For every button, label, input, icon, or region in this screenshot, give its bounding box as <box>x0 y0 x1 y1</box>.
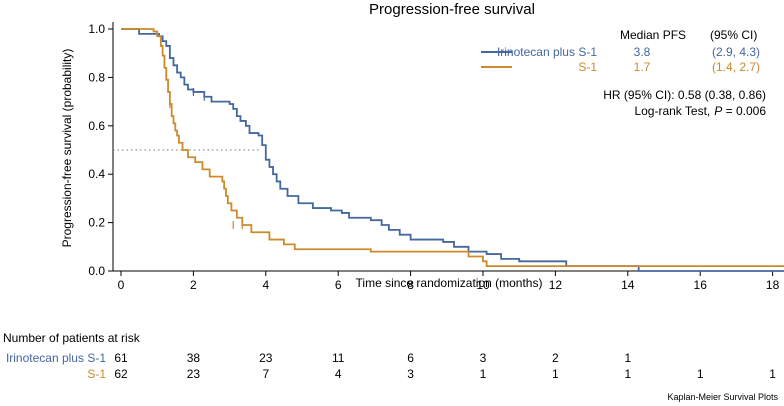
risk-cell: 61 <box>114 351 128 365</box>
y-ticks: 0.0 0.2 0.4 0.6 0.8 1.0 <box>88 22 113 278</box>
legend: Median PFS (95% CI) Irinotecan plus S-1 … <box>481 28 766 118</box>
risk-cell: 1 <box>697 367 704 381</box>
x-tick-label: 4 <box>262 278 269 292</box>
x-tick-label: 14 <box>621 278 635 292</box>
risk-cell: 62 <box>114 367 128 381</box>
risk-cell: 1 <box>624 351 631 365</box>
x-tick-label: 8 <box>407 278 414 292</box>
risk-cell: 23 <box>259 351 273 365</box>
risk-cell: 6 <box>407 351 414 365</box>
risk-table-cells: 61 38 23 11 6 3 2 162 23 7 4 3 1 1 1 1 1 <box>114 351 776 381</box>
legend-header-median: Median PFS <box>620 28 686 42</box>
risk-cell: 2 <box>552 351 559 365</box>
legend-median-s1: 1.7 <box>634 60 651 74</box>
y-axis-label: Progression-free survival (probability) <box>60 49 74 248</box>
risk-cell: 38 <box>187 351 201 365</box>
series-line-1 <box>121 28 784 268</box>
y-tick-label: 0.8 <box>88 70 105 84</box>
series-line-0 <box>121 28 784 272</box>
hazard-ratio-text: HR (95% CI): 0.58 (0.38, 0.86) <box>603 88 766 102</box>
x-tick-label: 2 <box>190 278 197 292</box>
risk-row-label-irinotecan: Irinotecan plus S-1 <box>6 351 106 365</box>
legend-header-ci: (95% CI) <box>710 28 757 42</box>
y-tick-label: 0.2 <box>88 216 105 230</box>
risk-cell: 4 <box>335 367 342 381</box>
risk-cell: 3 <box>407 367 414 381</box>
y-tick-label: 0.0 <box>88 264 105 278</box>
footer-note: Kaplan-Meier Survival Plots <box>667 392 778 402</box>
survival-curves <box>121 28 784 272</box>
risk-cell: 1 <box>624 367 631 381</box>
legend-label-s1: S-1 <box>578 60 597 74</box>
logrank-p: P <box>714 104 722 118</box>
risk-cell: 1 <box>552 367 559 381</box>
logrank-text: Log-rank Test, P = 0.006 <box>634 104 766 118</box>
logrank-value: = 0.006 <box>722 104 766 118</box>
x-tick-label: 16 <box>694 278 708 292</box>
risk-cell: 1 <box>769 367 776 381</box>
risk-cell: 7 <box>262 367 269 381</box>
y-tick-label: 0.4 <box>88 167 105 181</box>
x-tick-label: 10 <box>476 278 490 292</box>
risk-table-title: Number of patients at risk <box>3 331 141 345</box>
legend-ci-s1: (1.4, 2.7) <box>712 60 760 74</box>
risk-cell: 23 <box>187 367 201 381</box>
x-axis-label: Time since randomization (months) <box>356 276 543 290</box>
chart-title: Progression-free survival <box>369 1 535 18</box>
x-tick-label: 6 <box>335 278 342 292</box>
x-tick-label: 18 <box>766 278 780 292</box>
x-tick-label: 0 <box>118 278 125 292</box>
x-tick-label: 12 <box>549 278 563 292</box>
legend-label-irinotecan: Irinotecan plus S-1 <box>497 45 597 59</box>
y-tick-label: 0.6 <box>88 119 105 133</box>
legend-median-irinotecan: 3.8 <box>634 45 651 59</box>
y-tick-label: 1.0 <box>88 22 105 36</box>
risk-cell: 11 <box>332 351 345 365</box>
risk-cell: 3 <box>480 351 487 365</box>
legend-ci-irinotecan: (2.9, 4.3) <box>712 45 760 59</box>
logrank-prefix: Log-rank Test, <box>634 104 710 118</box>
risk-row-label-s1: S-1 <box>87 367 106 381</box>
risk-cell: 1 <box>480 367 487 381</box>
